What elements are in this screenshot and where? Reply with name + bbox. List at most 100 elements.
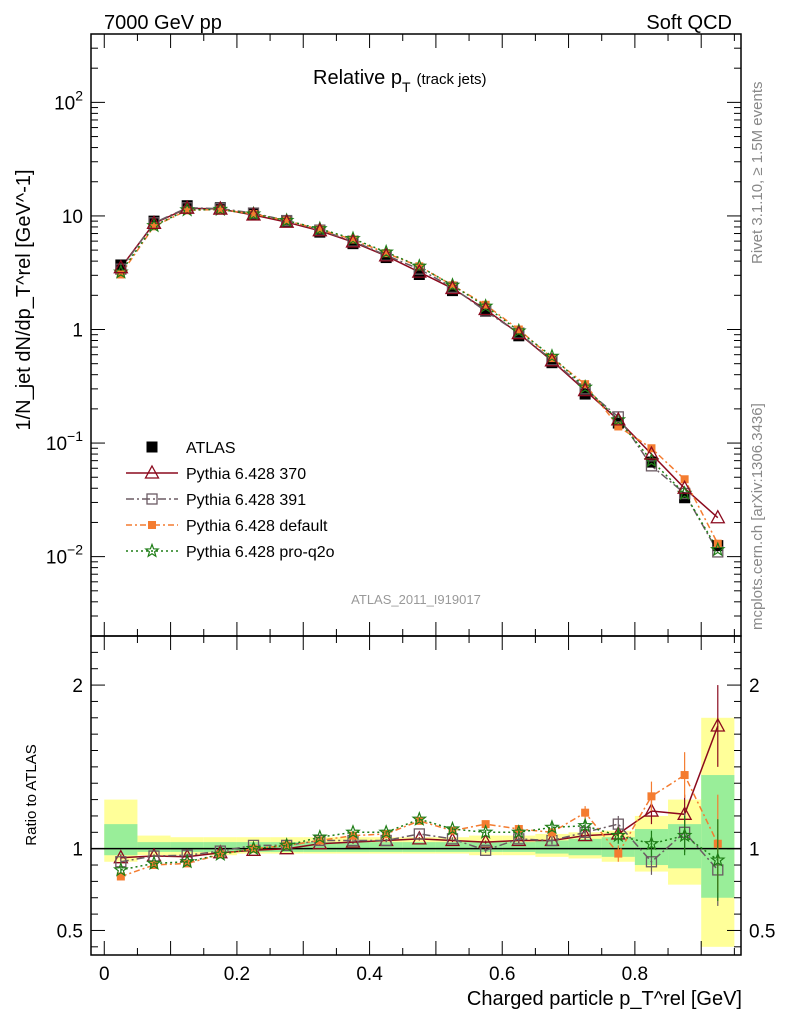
uncertainty-band-green <box>137 842 171 852</box>
ratio-point-pdef <box>614 849 623 858</box>
ratio-point-pq2o <box>278 837 295 853</box>
data-point-pq2o <box>411 258 428 273</box>
ratio-point-pdef <box>581 808 590 817</box>
ratio-point-pdef <box>647 792 656 801</box>
data-point-atlas <box>181 200 193 212</box>
data-point-pdef <box>282 216 291 225</box>
data-point-p370 <box>710 509 726 524</box>
legend-label-p391: Pythia 6.428 391 <box>186 492 306 509</box>
data-point-atlas <box>380 252 392 264</box>
data-point-p370 <box>643 445 660 460</box>
data-point-pq2o <box>676 485 693 501</box>
legend-label-p370: Pythia 6.428 370 <box>186 466 306 483</box>
ratio-series-layer <box>113 685 726 906</box>
x-tick-label: 0.6 <box>489 964 515 985</box>
legend-label-pq2o: Pythia 6.428 pro-q2o <box>186 544 335 561</box>
data-point-p391 <box>645 460 658 472</box>
data-point-pdef <box>382 249 391 258</box>
data-point-p370 <box>279 213 295 228</box>
data-point-pq2o <box>378 243 394 259</box>
data-point-atlas <box>645 456 657 468</box>
ratio-point-p391 <box>413 828 425 840</box>
main-title-text: Relative p <box>313 67 402 89</box>
data-point-p370 <box>179 199 195 214</box>
uncertainty-band-green <box>568 838 602 856</box>
data-point-pdef <box>614 422 623 431</box>
ratio-point-p370 <box>577 827 593 842</box>
data-point-pdef <box>183 206 192 215</box>
ratio-point-pq2o <box>411 810 428 826</box>
ratio-point-pq2o <box>676 827 693 843</box>
legend-marker-pq2o <box>144 542 160 558</box>
y-tick-label: 10 <box>62 207 83 228</box>
data-point-p370 <box>113 259 129 274</box>
x-axis-label: Charged particle p_T^rel [GeV] <box>467 988 742 1010</box>
data-point-p370 <box>544 352 560 367</box>
data-point-p370 <box>345 233 361 248</box>
ratio-point-pq2o <box>345 824 361 839</box>
data-point-pq2o <box>278 212 295 228</box>
legend-marker-p391 <box>146 493 158 505</box>
data-point-p370 <box>444 280 461 295</box>
data-point-pdef <box>514 325 523 334</box>
data-point-pdef <box>547 354 556 363</box>
legend: ATLAS Pythia 6.428 370 Pythia 6.428 391 Pyt… <box>126 440 335 561</box>
x-tick-label: 0.2 <box>224 964 250 985</box>
ratio-point-pdef <box>680 771 689 780</box>
ratio-point-pq2o <box>477 824 494 839</box>
data-point-pdef <box>216 205 225 214</box>
ratio-point-pq2o <box>311 828 328 844</box>
data-point-pq2o <box>709 541 726 557</box>
uncertainty-band-green <box>303 842 337 852</box>
legend-marker-atlas <box>146 441 158 453</box>
main-title-sub: T <box>402 79 411 95</box>
legend-marker-p370 <box>144 464 160 479</box>
data-point-pq2o <box>245 205 262 221</box>
ratio-point-p391 <box>479 844 492 856</box>
ratio-point-p370 <box>643 802 660 817</box>
data-point-atlas <box>480 305 492 317</box>
data-point-atlas <box>513 330 525 342</box>
ratio-y-tick-label: 1 <box>72 840 83 861</box>
y-tick-label: 10−2 <box>46 542 83 569</box>
ratio-plot-frame <box>90 635 742 956</box>
ratio-y-tick-label-right: 2 <box>749 676 760 697</box>
main-title-suffix: (track jets) <box>417 71 487 88</box>
ratio-point-p370 <box>478 833 494 848</box>
data-point-p370 <box>212 200 228 215</box>
series-line-p391 <box>120 207 719 553</box>
y-tick-label: 1 <box>72 320 83 341</box>
data-point-pdef <box>481 300 490 309</box>
data-point-pq2o <box>444 277 461 292</box>
data-point-pq2o <box>510 322 527 338</box>
uncertainty-band-green <box>369 842 403 852</box>
ratio-point-pdef <box>547 828 556 837</box>
side-text-bottom: mcplots.cern.ch [arXiv:1306.3436] <box>749 403 766 630</box>
ratio-point-p370 <box>710 717 726 732</box>
y-tick-label: 10−1 <box>46 428 83 455</box>
data-point-pq2o <box>477 298 494 313</box>
ratio-y-tick-label-right: 1 <box>749 840 760 861</box>
uncertainty-band-green <box>402 842 436 852</box>
analysis-id: ATLAS_2011_I919017 <box>351 592 481 607</box>
data-point-pq2o <box>345 230 361 246</box>
main-series-layer <box>113 199 726 558</box>
data-point-p370 <box>577 382 593 397</box>
data-point-p370 <box>511 325 527 340</box>
ratio-point-p370 <box>411 830 427 845</box>
ratio-point-pq2o <box>544 819 560 835</box>
data-point-pdef <box>249 210 258 219</box>
data-point-p370 <box>411 263 427 278</box>
legend-marker-pdef <box>148 521 156 529</box>
data-point-p370 <box>677 479 693 494</box>
side-text-top: Rivet 3.1.10, ≥ 1.5M events <box>749 82 766 265</box>
axes-layer: 0 0.2 0.4 0.6 0.8 10−2 10−1 1 10 102 0.5 0.5 1 1 2 2 <box>46 33 775 985</box>
x-tick-label: 0.4 <box>356 964 383 985</box>
legend-label-atlas: ATLAS <box>186 440 236 457</box>
x-tick-label: 0.8 <box>622 964 648 985</box>
ratio-point-pdef <box>116 872 125 881</box>
x-tick-label: 0 <box>99 964 110 985</box>
data-point-atlas <box>546 357 558 369</box>
data-point-pdef <box>448 281 457 290</box>
